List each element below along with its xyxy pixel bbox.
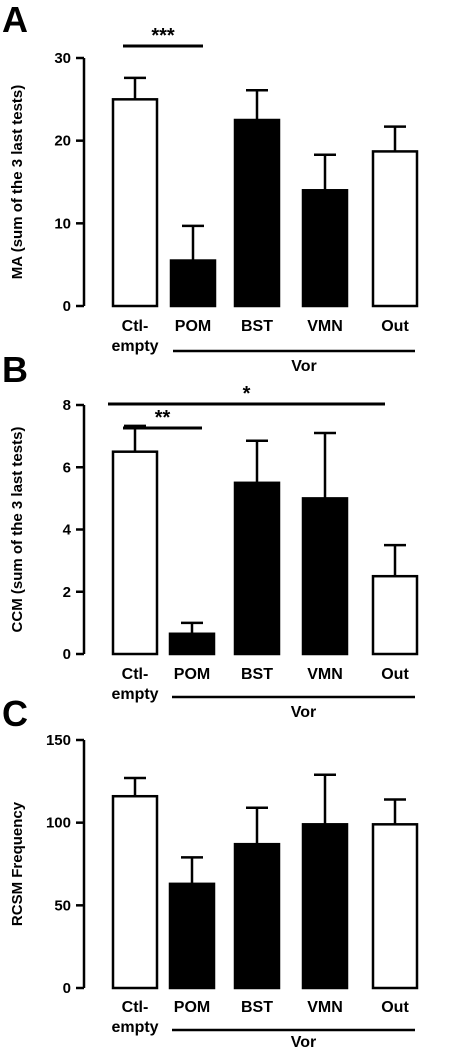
x-tick-label: BST [241,318,273,335]
bar-bst [233,842,281,990]
y-tick-label: 150 [46,732,71,749]
panel-letter: B [2,349,28,390]
y-tick-label: 100 [46,815,71,832]
bar-out [371,150,419,308]
bar-out [371,574,419,656]
panel-b: B CCM (sum of the 3 last tests) 0 2 4 6 8 Ctl-e… [2,349,419,721]
x-tick-label: empty [111,1019,158,1036]
bar-pom [169,259,217,308]
bar-vmn [301,189,349,308]
x-tick-label: BST [241,999,273,1016]
panel-c: C RCSM Frequency 0 50 100 150 Ctl-empty POM BST V… [2,693,419,1050]
bar-vmn [301,497,349,656]
y-tick-label: 30 [54,50,71,67]
y-axis-label: MA (sum of the 3 last tests) [9,85,26,279]
panel-letter: A [2,0,28,40]
x-tick-label: Ctl- [122,666,149,683]
x-tick-label: empty [111,686,158,703]
group-label: Vor [291,704,316,721]
y-tick-label: 0 [63,980,71,997]
y-tick-label: 6 [63,459,71,476]
x-tick-label: VMN [307,666,343,683]
y-tick-label: 2 [63,584,71,601]
y-tick-label: 50 [54,897,71,914]
y-tick-label: 20 [54,133,71,150]
x-tick-label: POM [174,666,210,683]
bar-ctl-empty [111,98,159,308]
x-tick-label: Out [381,666,409,683]
significance-label: *** [151,25,175,47]
bar-ctl-empty [111,794,159,990]
x-tick-label: VMN [307,999,343,1016]
bar-bst [233,481,281,656]
bar-pom [168,632,216,656]
x-tick-label: Ctl- [122,318,149,335]
bar-ctl-empty [111,450,159,656]
y-tick-label: 0 [63,646,71,663]
y-tick-label: 8 [63,397,71,414]
x-tick-label: empty [111,338,158,355]
x-tick-label: VMN [307,318,343,335]
bar-vmn [301,823,349,990]
significance-label: * [243,383,251,405]
x-tick-label: BST [241,666,273,683]
x-tick-label: POM [174,999,210,1016]
y-axis-label: RCSM Frequency [9,801,26,926]
y-tick-label: 10 [54,215,71,232]
x-tick-label: Out [381,318,409,335]
bar-pom [168,882,216,990]
group-label: Vor [291,358,316,375]
group-label: Vor [291,1034,316,1050]
panel-a: A MA (sum of the 3 last tests) 0 10 20 30 Ctl-… [2,0,419,375]
y-tick-label: 4 [63,522,72,539]
x-tick-label: Ctl- [122,999,149,1016]
y-tick-label: 0 [63,298,71,315]
significance-label: ** [155,407,171,429]
bar-bst [233,118,281,308]
bar-out [371,823,419,990]
x-tick-label: POM [175,318,211,335]
y-axis-label: CCM (sum of the 3 last tests) [9,427,26,633]
panel-letter: C [2,693,28,734]
x-tick-label: Out [381,999,409,1016]
